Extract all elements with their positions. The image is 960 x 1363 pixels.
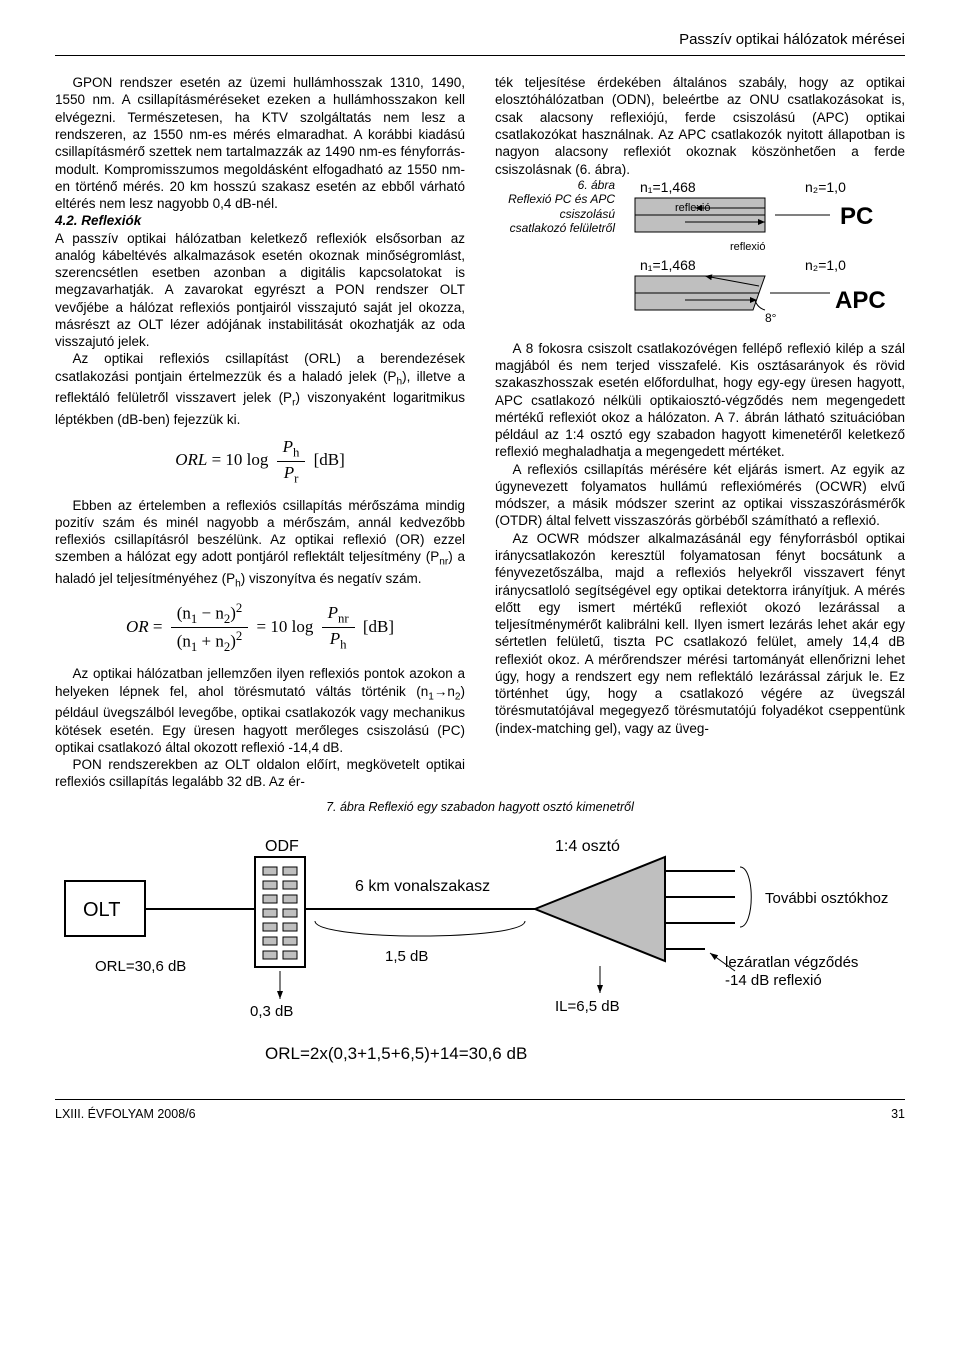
svg-text:1,5 dB: 1,5 dB — [385, 948, 428, 965]
right-p3: A reflexiós csillapítás mérésére két elj… — [495, 461, 905, 530]
formula-orl: ORL = 10 log Ph Pr [dB] — [55, 436, 465, 486]
svg-text:ORL=30,6 dB: ORL=30,6 dB — [95, 958, 186, 975]
header-rule — [55, 55, 905, 56]
svg-text:n₁=1,468: n₁=1,468 — [640, 257, 696, 273]
svg-text:OLT: OLT — [83, 899, 120, 921]
figure-7: OLT ORL=30,6 dB ODF 0,3 dB 6 km vonalsza… — [55, 821, 905, 1081]
svg-text:További osztókhoz: További osztókhoz — [765, 890, 888, 907]
svg-text:n₂=1,0: n₂=1,0 — [805, 257, 846, 273]
svg-text:n₁=1,468: n₁=1,468 — [640, 179, 696, 195]
fig7-caption: 7. ábra Reflexió egy szabadon hagyott os… — [55, 799, 905, 815]
svg-text:n₂=1,0: n₂=1,0 — [805, 179, 846, 195]
left-p5: Az optikai hálózatban jellemzően ilyen r… — [55, 665, 465, 756]
footer-left: LXIII. ÉVFOLYAM 2008/6 — [55, 1106, 196, 1122]
svg-text:IL=6,5 dB: IL=6,5 dB — [555, 998, 620, 1015]
svg-text:1:4 osztó: 1:4 osztó — [555, 838, 620, 855]
right-p4: Az OCWR módszer alkalmazásánál egy fényf… — [495, 530, 905, 737]
svg-text:6 km vonalszakasz: 6 km vonalszakasz — [355, 878, 490, 895]
svg-text:8°: 8° — [765, 311, 777, 325]
left-p3: Az optikai reflexiós csillapítást (ORL) … — [55, 350, 465, 428]
right-p1: ték teljesítése érdekében általános szab… — [495, 74, 905, 178]
left-column: GPON rendszer esetén az üzemi hullámhoss… — [55, 74, 465, 791]
svg-text:ODF: ODF — [265, 838, 299, 855]
right-column: ték teljesítése érdekében általános szab… — [495, 74, 905, 791]
left-p2: A passzív optikai hálózatban keletkező r… — [55, 230, 465, 351]
running-title: Passzív optikai hálózatok mérései — [55, 30, 905, 49]
svg-text:lezáratlan végződés: lezáratlan végződés — [725, 954, 858, 971]
left-p1: GPON rendszer esetén az üzemi hullámhoss… — [55, 74, 465, 212]
text-columns: GPON rendszer esetén az üzemi hullámhoss… — [55, 74, 905, 791]
svg-text:ORL=2x(0,3+1,5+6,5)+14=30,6 dB: ORL=2x(0,3+1,5+6,5)+14=30,6 dB — [265, 1044, 527, 1063]
footer-page: 31 — [891, 1106, 905, 1122]
fig6-svg: n₁=1,468 n₂=1,0 reflexió PC reflexió n₁=… — [625, 178, 905, 328]
formula-or: OR = (n1 − n2)2 (n1 + n2)2 = 10 log Pnr … — [55, 600, 465, 656]
svg-text:reflexió: reflexió — [730, 241, 765, 253]
svg-text:APC: APC — [835, 287, 886, 314]
svg-text:PC: PC — [840, 203, 873, 230]
fig6-caption: 6. ábra Reflexió PC és APC csiszolású cs… — [495, 178, 615, 236]
footer-rule — [55, 1099, 905, 1100]
svg-text:-14 dB reflexió: -14 dB reflexió — [725, 972, 822, 989]
left-p4: Ebben az értelemben a reflexiós csillapí… — [55, 497, 465, 592]
svg-text:0,3 dB: 0,3 dB — [250, 1003, 293, 1020]
right-p2: A 8 fokosra csiszolt csatlakozóvégen fel… — [495, 340, 905, 461]
left-subhead: 4.2. Reflexiók — [55, 212, 465, 229]
page-footer: LXIII. ÉVFOLYAM 2008/6 31 — [55, 1106, 905, 1122]
figure-6: 6. ábra Reflexió PC és APC csiszolású cs… — [495, 178, 905, 328]
left-p6: PON rendszerekben az OLT oldalon előírt,… — [55, 756, 465, 791]
